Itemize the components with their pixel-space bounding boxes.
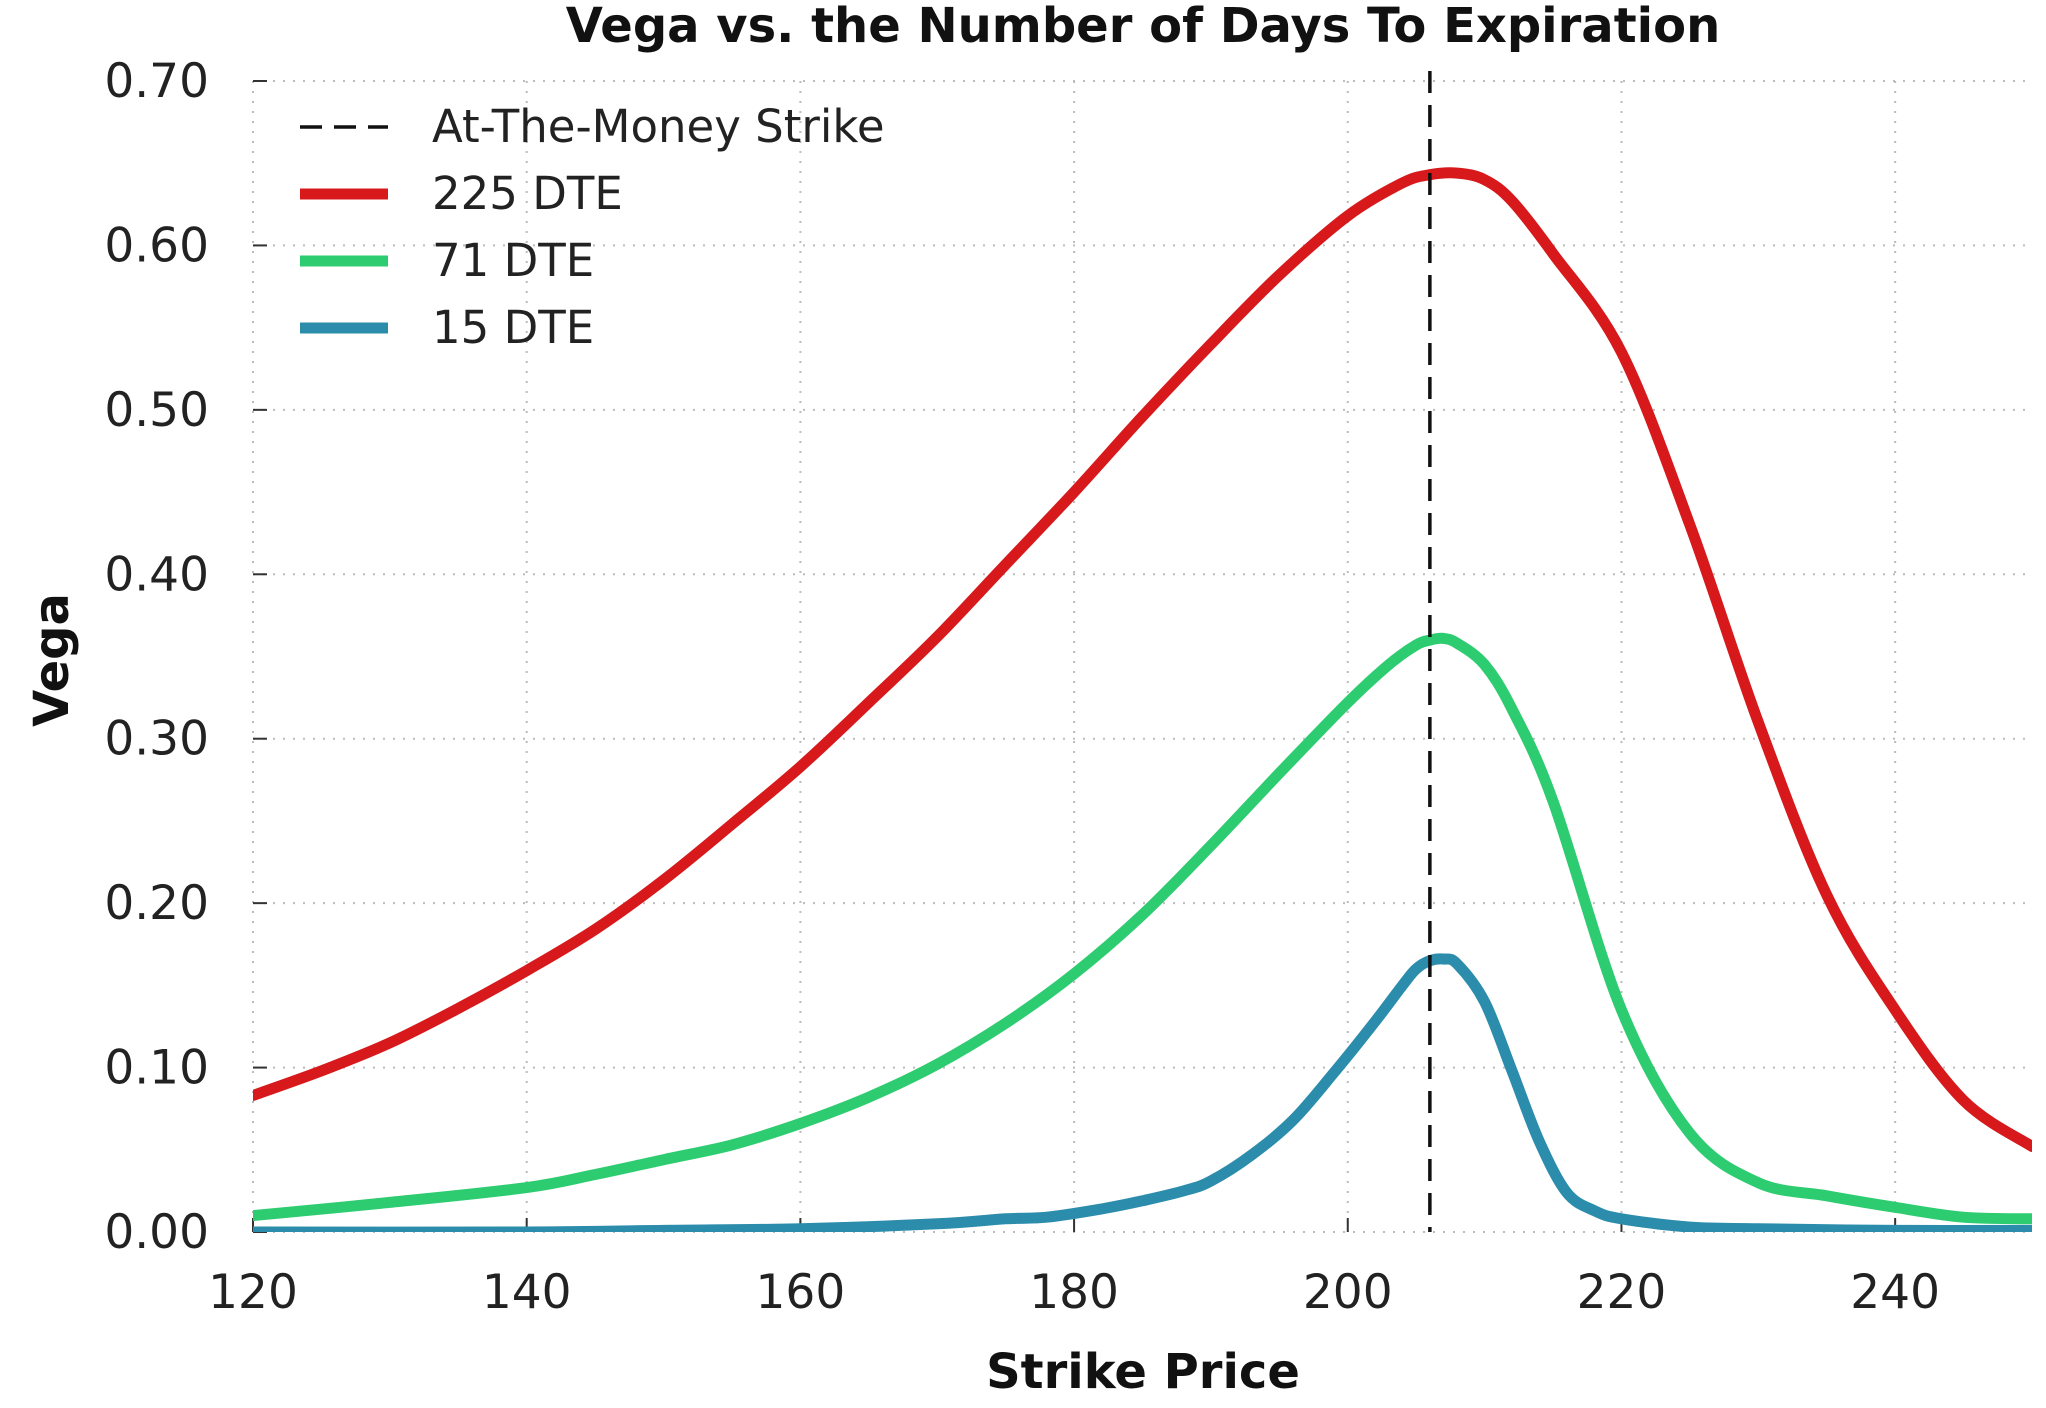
legend-label: 225 DTE xyxy=(432,167,623,220)
x-tick-label: 180 xyxy=(1029,1265,1119,1320)
x-tick-label: 240 xyxy=(1850,1265,1940,1320)
y-tick-label: 0.70 xyxy=(104,54,209,109)
x-axis-label: Strike Price xyxy=(986,1344,1300,1400)
legend-label: At-The-Money Strike xyxy=(432,100,885,153)
x-tick-label: 220 xyxy=(1577,1265,1667,1320)
y-tick-label: 0.00 xyxy=(104,1205,209,1260)
y-tick-label: 0.50 xyxy=(104,383,209,438)
y-tick-label: 0.60 xyxy=(104,218,209,273)
tick-labels: 0.00 0.10 0.20 0.30 0.40 0.50 0.60 0.70 120 140 16… xyxy=(104,54,1940,1320)
x-tick-label: 160 xyxy=(756,1265,846,1320)
legend-label: 71 DTE xyxy=(432,234,594,287)
y-tick-label: 0.20 xyxy=(104,876,209,931)
grid xyxy=(252,80,2032,1233)
y-axis-label: Vega xyxy=(24,593,80,727)
chart-title: Vega vs. the Number of Days To Expiratio… xyxy=(566,0,1721,54)
x-tick-label: 140 xyxy=(482,1265,572,1320)
y-tick-label: 0.40 xyxy=(104,547,209,602)
x-tick-label: 200 xyxy=(1303,1265,1393,1320)
legend-label: 15 DTE xyxy=(432,301,594,354)
series-line-15-dte xyxy=(253,953,2032,1232)
x-tick-label: 120 xyxy=(208,1265,298,1320)
series-line-225-dte xyxy=(253,167,2032,1152)
series-line-71-dte xyxy=(253,632,2032,1225)
legend: At-The-Money Strike 225 DTE 71 DTE 15 DTE xyxy=(300,100,885,354)
series-lines xyxy=(253,167,2032,1232)
y-tick-label: 0.30 xyxy=(104,712,209,767)
y-tick-label: 0.10 xyxy=(104,1041,209,1096)
